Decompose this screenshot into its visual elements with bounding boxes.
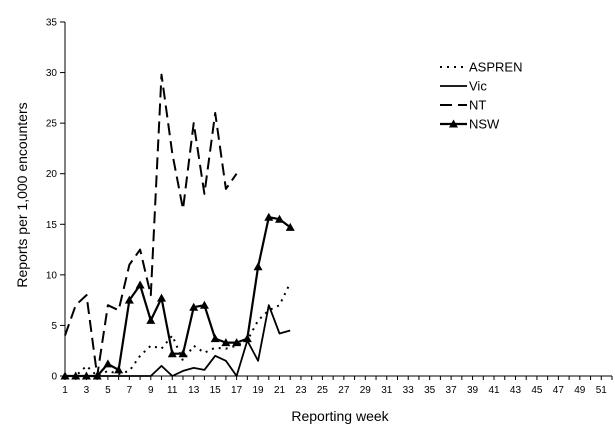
x-tick-label: 13 xyxy=(188,385,200,396)
x-tick-label: 41 xyxy=(488,385,500,396)
series-point-nsw xyxy=(242,334,252,343)
x-tick-label: 1 xyxy=(62,385,68,396)
series-point-nsw xyxy=(157,293,167,302)
series-point-nsw xyxy=(71,371,81,380)
y-tick-label: 25 xyxy=(46,119,58,130)
legend-label-aspren: ASPREN xyxy=(469,60,522,75)
series-point-nsw xyxy=(60,371,70,380)
x-tick-label: 25 xyxy=(317,385,329,396)
legend-label-nsw: NSW xyxy=(469,117,500,132)
legend-label-vic: Vic xyxy=(469,79,487,94)
x-axis: 1 3 5 7 9 11 13 15 17 19 21 23 25 27 29 31 33 35 37 39 41 43 4… xyxy=(62,375,613,396)
x-tick-label: 51 xyxy=(596,385,608,396)
legend-label-nt: NT xyxy=(469,98,486,113)
x-tick-label: 45 xyxy=(531,385,543,396)
y-tick-label: 30 xyxy=(46,68,58,79)
x-tick-label: 5 xyxy=(105,385,111,396)
x-tick-label: 15 xyxy=(210,385,222,396)
series-point-nsw xyxy=(232,338,242,347)
x-tick-label: 47 xyxy=(553,385,565,396)
series-point-nsw xyxy=(210,334,220,343)
y-tick-label: 5 xyxy=(51,321,57,332)
x-tick-label: 31 xyxy=(381,385,393,396)
x-tick-label: 21 xyxy=(274,385,286,396)
x-tick-label: 37 xyxy=(446,385,458,396)
x-tick-label: 9 xyxy=(148,385,154,396)
x-tick-label: 11 xyxy=(167,385,178,396)
legend-marker-nsw xyxy=(449,119,458,128)
series-point-nsw xyxy=(114,365,124,374)
series-point-nsw xyxy=(264,212,274,221)
series-layer xyxy=(60,73,295,380)
y-tick-label: 35 xyxy=(46,18,58,29)
series-point-nsw xyxy=(167,349,177,358)
series-line-aspren xyxy=(65,282,292,377)
series-line-nt xyxy=(64,73,238,377)
x-tick-label: 29 xyxy=(360,385,372,396)
x-axis-title: Reporting week xyxy=(291,408,389,424)
series-point-nsw xyxy=(275,214,285,223)
y-axis: 0 5 10 15 20 25 30 35 xyxy=(46,18,66,383)
series-point-nsw xyxy=(103,359,113,368)
x-tick-label: 39 xyxy=(467,385,479,396)
series-point-nsw xyxy=(178,349,188,358)
y-tick-label: 0 xyxy=(51,372,57,383)
series-point-nsw xyxy=(285,222,295,231)
x-tick-label: 17 xyxy=(231,385,243,396)
series-point-nsw xyxy=(221,338,231,347)
series-line-vic xyxy=(65,304,291,377)
x-tick-label: 33 xyxy=(403,385,415,396)
series-point-nsw xyxy=(199,300,209,309)
x-tick-label: 27 xyxy=(338,385,350,396)
x-tick-label: 7 xyxy=(127,385,133,396)
legend: ASPREN Vic NT NSW xyxy=(440,60,522,132)
series-point-nsw xyxy=(81,371,91,380)
y-tick-label: 10 xyxy=(46,270,58,281)
y-tick-label: 15 xyxy=(46,220,58,231)
x-tick-label: 43 xyxy=(510,385,522,396)
y-axis-title: Reports per 1,000 encounters xyxy=(14,102,30,287)
y-tick-label: 20 xyxy=(46,169,58,180)
x-tick-label: 35 xyxy=(424,385,436,396)
x-tick-label: 3 xyxy=(84,385,90,396)
x-tick-label: 23 xyxy=(295,385,307,396)
series-point-nsw xyxy=(146,315,156,324)
series-point-nsw xyxy=(124,295,134,304)
x-tick-label: 49 xyxy=(574,385,586,396)
series-point-nsw xyxy=(92,371,102,380)
series-point-nsw xyxy=(135,280,145,289)
x-tick-label: 19 xyxy=(252,385,264,396)
series-point-nsw xyxy=(189,302,199,311)
series-line-nsw xyxy=(65,216,291,378)
series-point-nsw xyxy=(253,262,263,271)
